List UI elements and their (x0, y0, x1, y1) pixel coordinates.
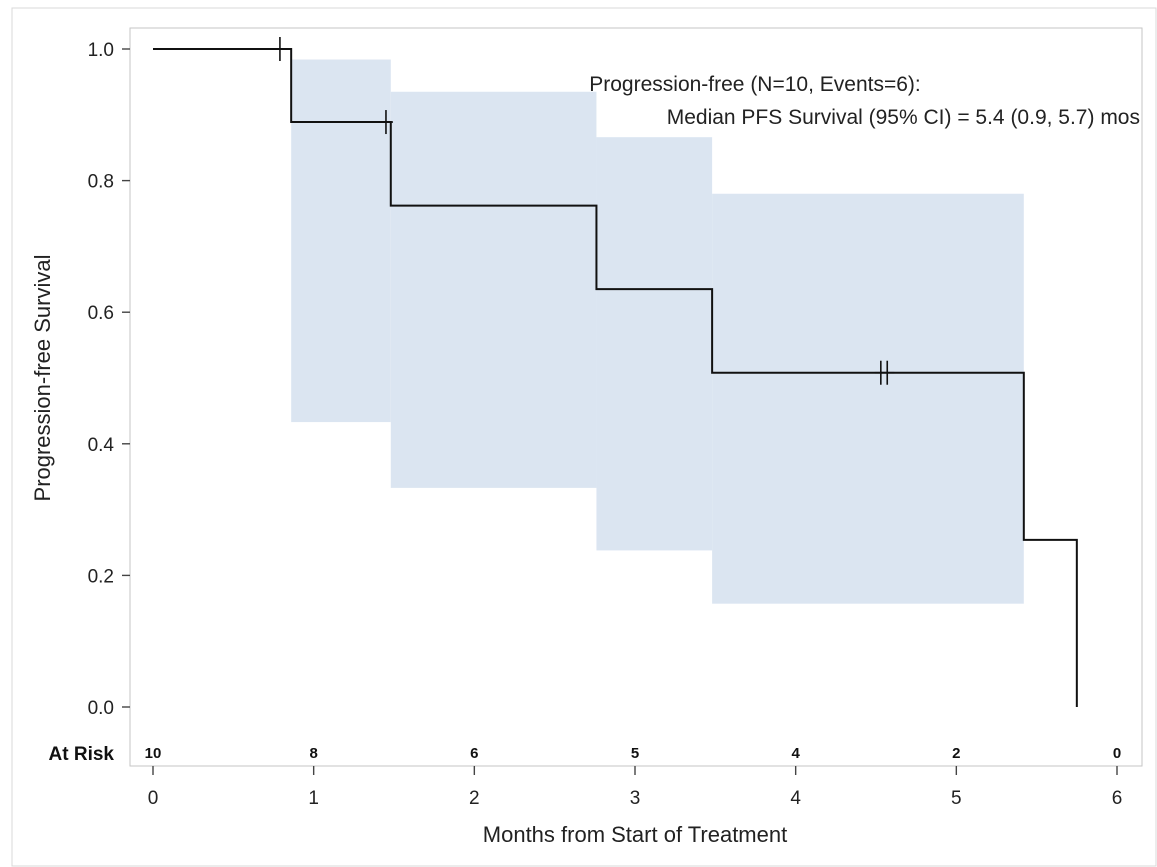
ci-band-segment-1 (390, 91, 597, 488)
annotation-line-2: Median PFS Survival (95% CI) = 5.4 (0.9,… (667, 106, 1140, 129)
x-tick-label-0: 0 (148, 788, 159, 809)
x-tick-label-4: 4 (790, 788, 801, 809)
outer-frame (11, 7, 1157, 867)
at-risk-table: At Risk 10 8 6 5 4 2 0 (49, 744, 1122, 765)
y-axis-title: Progression-free Survival (30, 255, 55, 502)
x-tick-label-5: 5 (951, 788, 962, 809)
y-tick-label-4: 0.8 (88, 172, 114, 193)
at-risk-count-1: 8 (309, 745, 317, 762)
x-tick-label-2: 2 (469, 788, 480, 809)
censor-marks (273, 37, 895, 385)
axes: 0.0 0.2 0.4 0.6 0.8 1.0 0 1 2 3 4 5 6 (88, 40, 1123, 809)
at-risk-label: At Risk (49, 744, 115, 765)
annotation-line-1: Progression-free (N=10, Events=6): (589, 73, 921, 96)
x-tick-label-6: 6 (1112, 788, 1123, 809)
plot-frame (129, 27, 1143, 767)
ci-band-segment-3 (712, 193, 1024, 604)
confidence-band (291, 59, 1024, 604)
x-tick-label-1: 1 (308, 788, 319, 809)
ci-band-segment-2 (596, 137, 713, 551)
at-risk-count-6: 0 (1113, 745, 1121, 762)
survival-step-line (153, 48, 1078, 707)
y-tick-label-2: 0.4 (88, 435, 115, 456)
y-tick-label-3: 0.6 (88, 303, 114, 324)
at-risk-count-2: 6 (470, 745, 478, 762)
y-tick-label-0: 0.0 (88, 698, 114, 719)
ci-band-segment-0 (291, 59, 391, 423)
at-risk-count-4: 4 (791, 745, 800, 762)
survival-curve (153, 48, 1078, 707)
x-tick-label-3: 3 (630, 788, 641, 809)
at-risk-count-3: 5 (631, 745, 639, 762)
x-axis-title: Months from Start of Treatment (483, 822, 787, 847)
y-tick-label-1: 0.2 (88, 566, 114, 587)
at-risk-count-0: 10 (145, 745, 162, 762)
y-tick-label-5: 1.0 (88, 40, 114, 61)
at-risk-count-5: 2 (952, 745, 960, 762)
